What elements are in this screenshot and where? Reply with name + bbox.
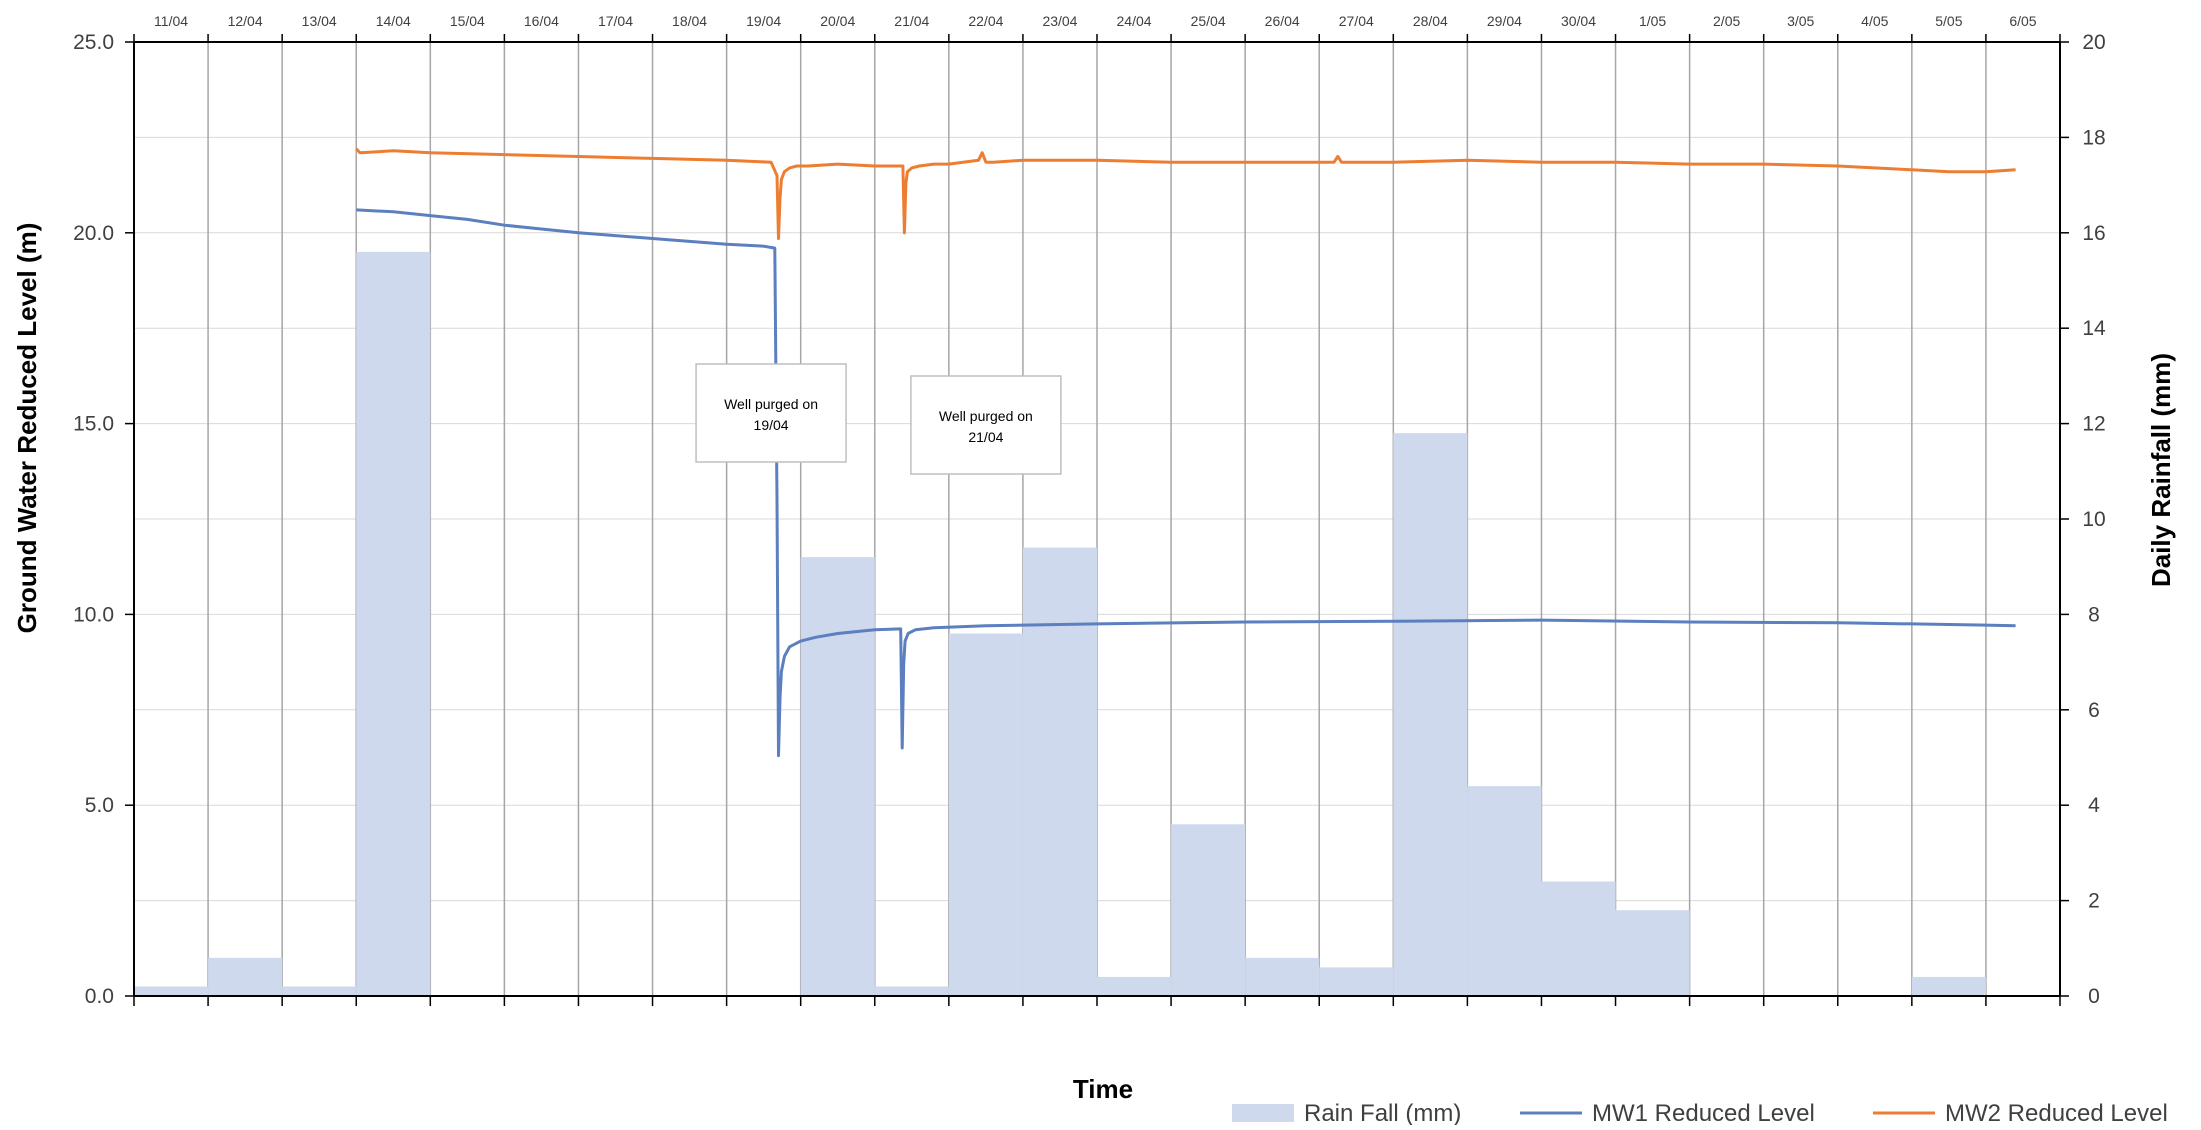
annotation-text: Well purged on	[939, 408, 1033, 424]
x-tick-label: 2/05	[1713, 13, 1740, 29]
x-tick-label: 28/04	[1413, 13, 1448, 29]
y2-tick-label: 18	[2082, 126, 2105, 149]
plot-frame	[125, 34, 2069, 1006]
x-tick-label: 22/04	[968, 13, 1003, 29]
rainfall-bar-1-05	[1615, 910, 1690, 996]
x-tick-label: 25/04	[1191, 13, 1226, 29]
x-axis-title: Time	[1073, 1074, 1133, 1104]
x-tick-label: 20/04	[820, 13, 855, 29]
x-tick-label: 27/04	[1339, 13, 1374, 29]
x-tick-label: 3/05	[1787, 13, 1814, 29]
legend: Rain Fall (mm) MW1 Reduced Level MW2 Reduc…	[1232, 1100, 2168, 1127]
x-tick-label: 5/05	[1935, 13, 1962, 29]
level-lines	[355, 147, 2016, 758]
rainfall-bar-12-04	[208, 957, 283, 996]
y2-tick-label: 0	[2088, 985, 2100, 1008]
legend-label: MW1 Reduced Level	[1592, 1100, 1815, 1125]
annotation-text: Well purged on	[724, 396, 818, 412]
rainfall-bar-28-04	[1393, 433, 1468, 996]
annotation-box	[695, 363, 847, 463]
legend-label: Rain Fall (mm)	[1304, 1100, 1461, 1125]
x-tick-label: 15/04	[450, 13, 485, 29]
rainfall-bar-27-04	[1319, 967, 1394, 996]
mw1-reduced-level-line	[356, 208, 2016, 758]
x-tick-label: 23/04	[1042, 13, 1077, 29]
y-axis-title: Ground Water Reduced Level (m)	[12, 223, 42, 634]
annotation-box	[910, 375, 1062, 475]
y-tick-label: 0.0	[85, 985, 114, 1008]
x-tick-label: 19/04	[746, 13, 781, 29]
rainfall-bar-23-04	[1022, 547, 1097, 996]
y-tick-label: 15.0	[73, 413, 114, 436]
y-tick-label: 5.0	[85, 794, 114, 817]
x-tick-label: 6/05	[2009, 13, 2036, 29]
y2-tick-label: 6	[2088, 699, 2100, 722]
rainfall-bar-25-04	[1171, 824, 1246, 996]
y2-tick-label: 16	[2082, 222, 2105, 245]
y2-tick-label: 8	[2088, 603, 2100, 626]
y2-tick-label: 20	[2082, 31, 2105, 54]
rainfall-bar-13-04	[282, 986, 357, 996]
x-tick-label: 12/04	[228, 13, 263, 29]
x-tick-label: 24/04	[1117, 13, 1152, 29]
rainfall-bar-14-04	[356, 251, 431, 996]
tick-labels: 11/04 12/04 13/04 14/04 15/04 16/04 17/04 18/04…	[73, 13, 2106, 1008]
rainfall-bar-30-04	[1541, 881, 1616, 996]
x-tick-label: 30/04	[1561, 13, 1596, 29]
x-tick-label: 1/05	[1639, 13, 1666, 29]
annotation-text: 19/04	[754, 417, 789, 433]
annotation-1: Well purged on 19/04	[695, 363, 847, 463]
rainfall-bar-26-04	[1245, 957, 1320, 996]
y2-axis-title: Daily Rainfall (mm)	[2146, 353, 2176, 587]
y2-tick-label: 10	[2082, 508, 2105, 531]
x-tick-label: 21/04	[894, 13, 929, 29]
x-tick-label: 17/04	[598, 13, 633, 29]
rainfall-bar-5-05	[1911, 976, 1986, 996]
rainfall-bar-21-04	[874, 986, 949, 996]
annotation-text: 21/04	[968, 429, 1003, 445]
rainfall-bar-24-04	[1097, 976, 1172, 996]
y-tick-label: 20.0	[73, 222, 114, 245]
y-tick-label: 25.0	[73, 31, 114, 54]
x-tick-label: 11/04	[154, 13, 188, 29]
rainfall-bar-20-04	[800, 557, 875, 996]
x-tick-label: 29/04	[1487, 13, 1522, 29]
legend-label: MW2 Reduced Level	[1945, 1100, 2168, 1125]
x-tick-label: 4/05	[1861, 13, 1888, 29]
x-tick-label: 14/04	[376, 13, 411, 29]
x-tick-label: 13/04	[302, 13, 337, 29]
y2-tick-label: 4	[2088, 794, 2100, 817]
annotations: Well purged on 19/04 Well purged on 21/04	[695, 363, 1062, 475]
x-tick-label: 26/04	[1265, 13, 1300, 29]
annotation-2: Well purged on 21/04	[910, 375, 1062, 475]
y-tick-label: 10.0	[73, 603, 114, 626]
mw2-reduced-level-line	[355, 147, 2016, 240]
rainfall-bar-11-04	[134, 986, 209, 996]
y2-tick-label: 14	[2082, 317, 2106, 340]
rainfall-bar-22-04	[948, 633, 1023, 996]
rainfall-bar-29-04	[1467, 786, 1542, 996]
x-tick-label: 16/04	[524, 13, 559, 29]
legend-swatch-rain-fall	[1232, 1104, 1294, 1122]
y2-tick-label: 2	[2088, 890, 2100, 913]
x-tick-label: 18/04	[672, 13, 707, 29]
y2-tick-label: 12	[2082, 413, 2105, 436]
